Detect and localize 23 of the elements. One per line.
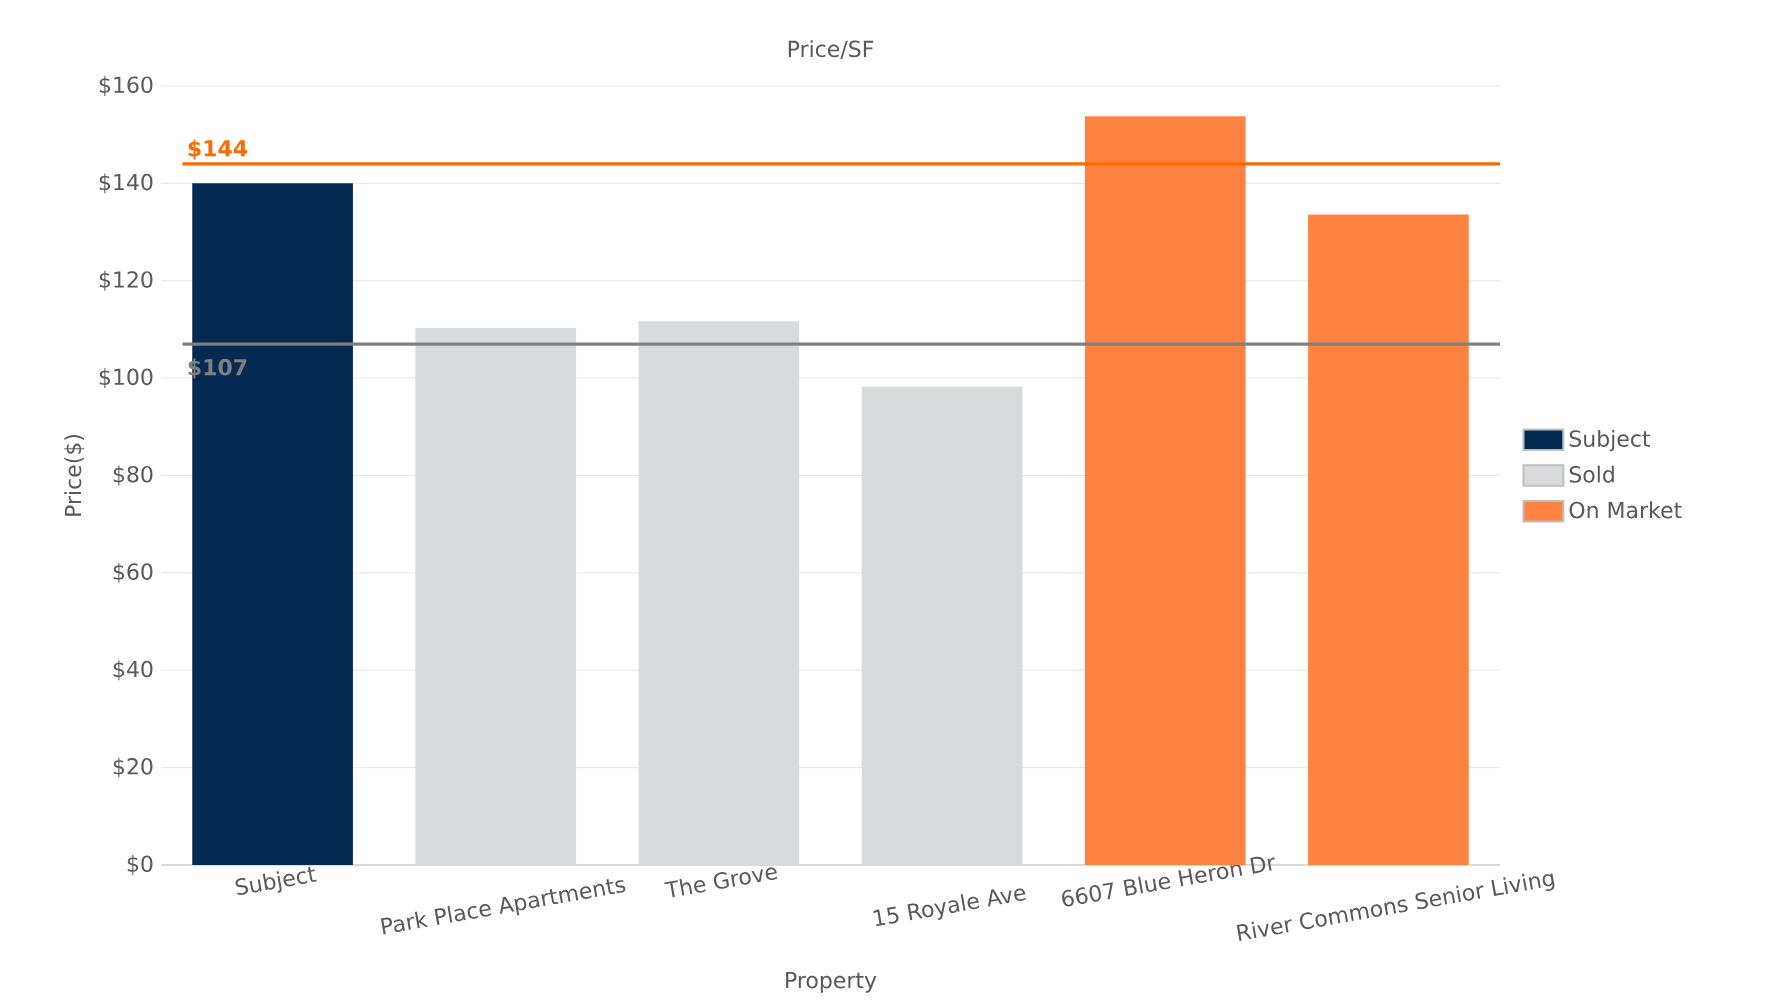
x-tick-label: 6607 Blue Heron Dr — [1062, 856, 1275, 907]
x-tick-label: 15 Royale Ave — [873, 888, 1026, 927]
y-tick-label: $40 — [113, 660, 153, 681]
y-tick-label: $20 — [113, 757, 153, 778]
x-tick-label: Park Place Apartments — [380, 879, 626, 935]
y-axis-title: Price($) — [64, 434, 85, 516]
x-tick-label: Subject — [235, 866, 317, 895]
legend-label: On Market — [1569, 501, 1682, 519]
legend-label: Sold — [1569, 465, 1614, 483]
chart-title: Price/SF — [788, 40, 874, 59]
y-tick-label: $60 — [113, 562, 153, 583]
y-tick-label: $140 — [99, 173, 153, 194]
y-tick-label: $120 — [99, 270, 153, 291]
ref-line-label: $144 — [188, 139, 248, 160]
x-tick-label: The Grove — [664, 867, 778, 898]
y-tick-label: $0 — [127, 855, 153, 875]
legend-label: Subject — [1569, 429, 1651, 452]
y-tick-label: $100 — [99, 368, 153, 389]
bar — [1084, 116, 1246, 865]
y-tick-label: $160 — [99, 76, 153, 96]
x-axis-title: Property — [786, 972, 877, 993]
y-tick-label: $80 — [113, 465, 153, 486]
bar — [1308, 214, 1469, 865]
